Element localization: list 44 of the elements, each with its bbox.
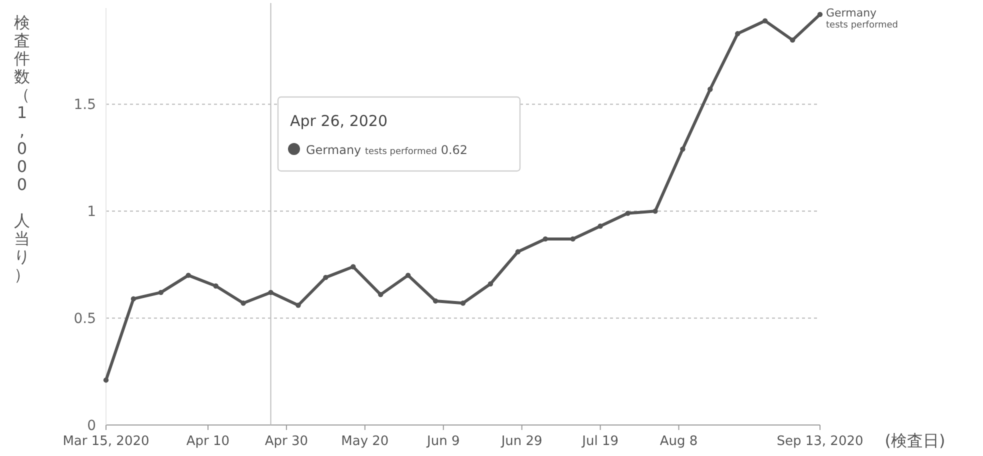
point bbox=[515, 249, 521, 254]
x-tick-label: Jul 19 bbox=[581, 434, 618, 449]
x-tick-label: Apr 30 bbox=[264, 434, 308, 449]
annotation: Germany tests performed 0.62 bbox=[306, 143, 468, 157]
point bbox=[350, 264, 356, 270]
point bbox=[240, 300, 246, 306]
x-tick-label: Sep 13, 2020 bbox=[776, 434, 864, 449]
point bbox=[296, 302, 301, 308]
x-tick-label: May 20 bbox=[341, 434, 389, 449]
point bbox=[268, 290, 274, 296]
point bbox=[708, 86, 713, 92]
point bbox=[652, 208, 658, 214]
point bbox=[130, 296, 136, 302]
point bbox=[735, 31, 740, 36]
point bbox=[460, 300, 466, 306]
point bbox=[598, 224, 603, 229]
y-tick-label: 0.5 bbox=[74, 311, 96, 328]
point bbox=[158, 290, 164, 296]
x-tick-label: Mar 15, 2020 bbox=[62, 434, 150, 449]
x-tick-label: Jun 29 bbox=[500, 434, 542, 449]
y-tick-label: 0 bbox=[87, 418, 96, 434]
point bbox=[432, 298, 438, 304]
point bbox=[405, 272, 411, 278]
x-tick-label: Aug 8 bbox=[660, 434, 698, 449]
x-tick-label: Jun 9 bbox=[426, 434, 460, 449]
point bbox=[680, 146, 686, 152]
y-tick-label: 1.5 bbox=[74, 97, 96, 114]
point bbox=[542, 236, 548, 242]
point bbox=[103, 377, 109, 383]
point bbox=[213, 283, 218, 289]
point bbox=[378, 292, 384, 298]
x-tick-label: Apr 10 bbox=[186, 434, 230, 449]
annotation: Apr 26, 2020 bbox=[290, 112, 388, 130]
y-tick-label: 1 bbox=[87, 204, 96, 220]
point bbox=[817, 12, 823, 18]
text: 検査件数（1,000 人当り） bbox=[14, 13, 30, 284]
point bbox=[186, 272, 191, 278]
point bbox=[488, 281, 494, 286]
x-axis-title: (検査日) bbox=[884, 431, 946, 450]
point bbox=[762, 18, 768, 24]
point bbox=[323, 274, 328, 280]
point bbox=[625, 210, 630, 216]
point bbox=[570, 236, 576, 242]
point bbox=[790, 37, 796, 43]
